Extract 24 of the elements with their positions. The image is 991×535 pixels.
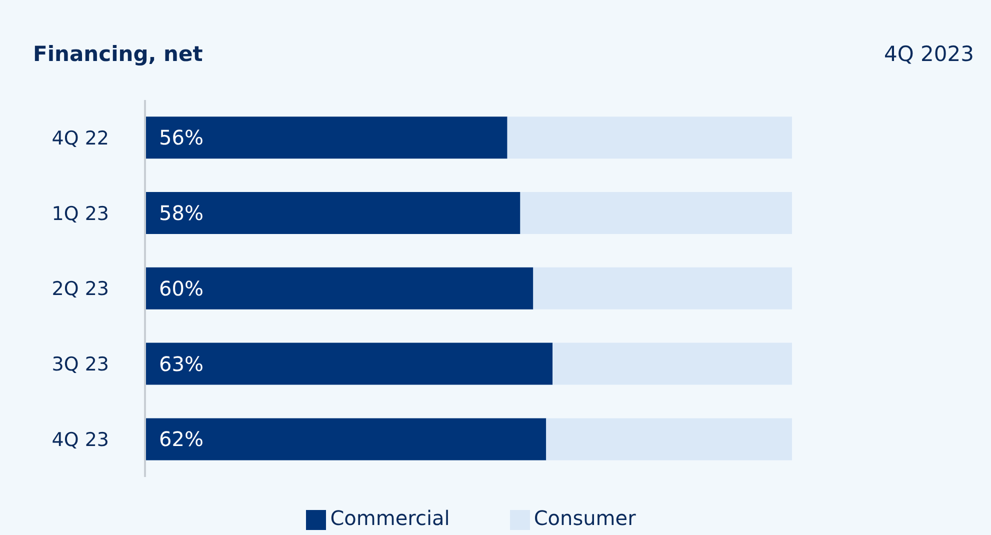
bar [145, 267, 534, 310]
data-label: 56% [159, 126, 204, 150]
y-tick-label: 3Q 23 [52, 354, 109, 376]
data-label: 58% [159, 200, 204, 225]
bar [507, 116, 792, 159]
data-label: 63% [159, 352, 204, 376]
data-label: 62% [159, 427, 204, 452]
y-tick-label: 1Q 23 [52, 202, 109, 225]
bar [546, 418, 792, 460]
data-label: 60% [159, 276, 204, 300]
y-tick-label: 4Q 23 [52, 429, 109, 452]
bar [533, 267, 792, 310]
bar [145, 192, 520, 234]
chart-title: Financing, net [33, 42, 203, 66]
y-tick-label: 2Q 23 [52, 278, 109, 300]
bar [552, 342, 792, 385]
legend-label: Consumer [534, 506, 636, 530]
bar [520, 192, 792, 234]
legend-label: Commercial [330, 506, 450, 530]
text: 4Q 2023 [884, 42, 974, 66]
y-tick-label: 4Q 22 [52, 127, 109, 150]
bar [145, 342, 553, 385]
bar [145, 116, 508, 159]
bar [145, 418, 546, 460]
